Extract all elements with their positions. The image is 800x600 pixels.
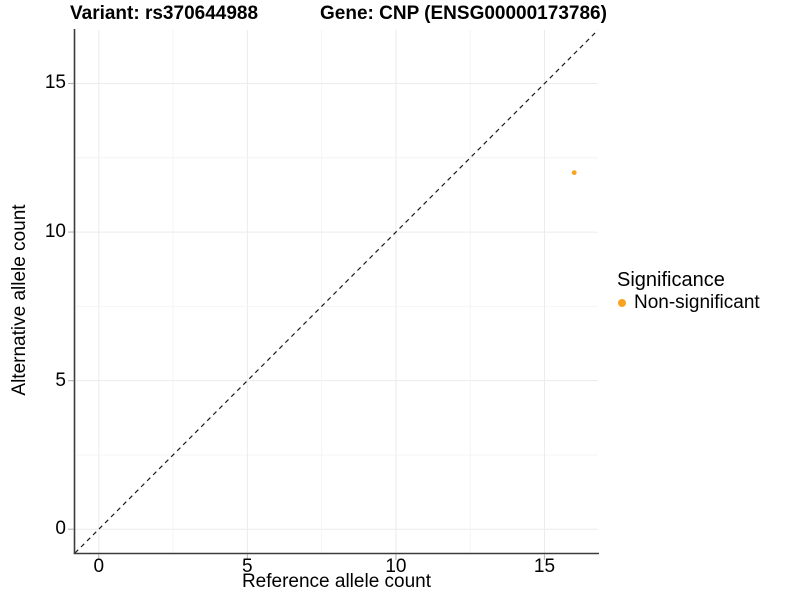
y-tick-label: 15 bbox=[44, 72, 66, 94]
data-point bbox=[571, 170, 577, 176]
x-tick-label: 5 bbox=[242, 556, 253, 577]
y-tick-label: 10 bbox=[44, 221, 66, 243]
x-tick-label: 15 bbox=[533, 556, 556, 577]
legend-entry-label: Non-significant bbox=[634, 292, 760, 313]
legend-point-icon bbox=[618, 299, 626, 307]
legend-title: Significance bbox=[617, 269, 725, 291]
x-tick-label: 0 bbox=[93, 556, 105, 577]
y-tick-label: 5 bbox=[55, 369, 66, 391]
identity-dashed-line bbox=[74, 29, 599, 554]
legend: Significance Non-significant bbox=[617, 269, 760, 314]
plot-title-variant: Variant: rs370644988 bbox=[70, 3, 259, 24]
x-axis-title: Reference allele count bbox=[241, 571, 432, 592]
legend-entry: Non-significant bbox=[617, 292, 760, 314]
x-tick-label: 10 bbox=[385, 556, 407, 577]
plot-title-gene: Gene: CNP (ENSG00000173786) bbox=[320, 3, 607, 24]
y-tick-label: 0 bbox=[55, 518, 66, 540]
